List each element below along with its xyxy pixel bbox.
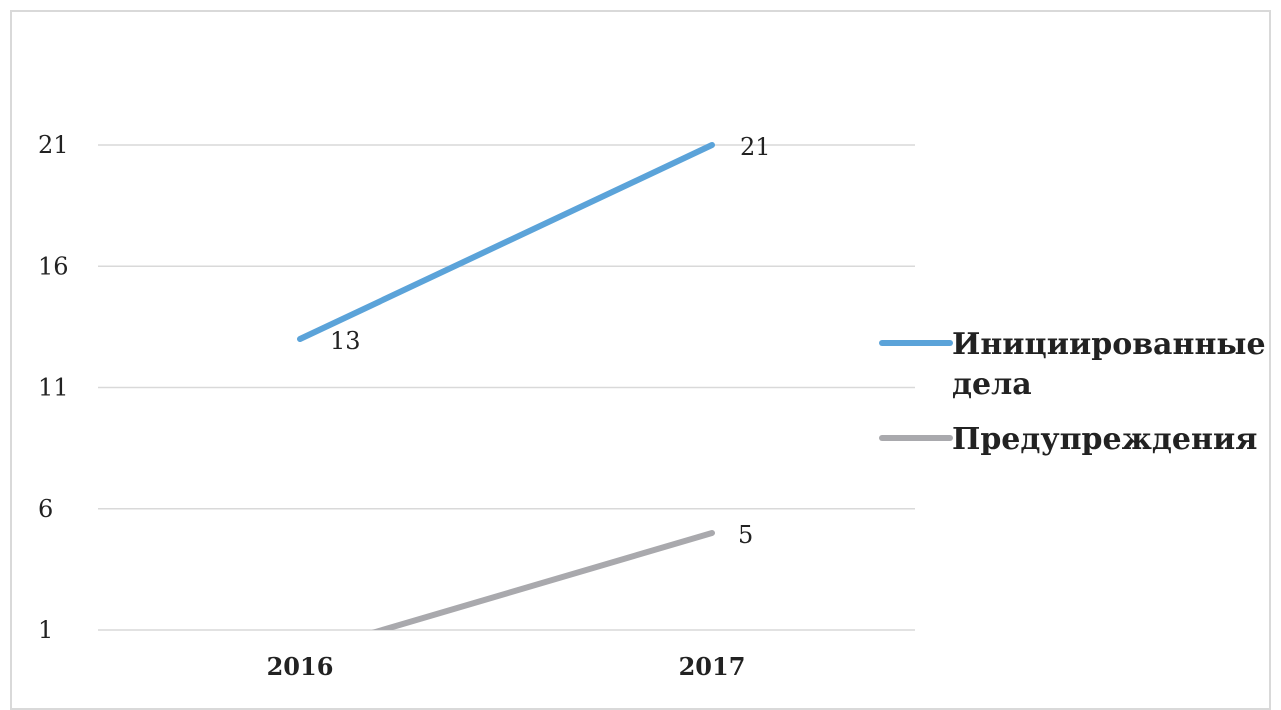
data-label: 5	[738, 521, 753, 549]
x-axis-ticks: 2016 2017	[267, 652, 746, 681]
series-lines	[297, 142, 715, 630]
x-tick-label: 2017	[679, 652, 746, 681]
data-label: 21	[740, 133, 771, 161]
legend-label: Инициированные	[952, 327, 1266, 362]
chart-frame	[10, 10, 1271, 710]
y-tick-label: 1	[38, 616, 53, 644]
legend: Инициированные дела Предупреждения	[879, 327, 1266, 457]
data-labels: 13 21 5	[330, 133, 771, 549]
series-line-initiated-cases	[297, 142, 715, 342]
y-tick-label: 21	[38, 131, 69, 159]
x-tick-label: 2016	[267, 652, 334, 681]
y-tick-label: 16	[38, 252, 69, 280]
y-tick-label: 6	[38, 495, 53, 523]
gridlines	[98, 144, 915, 631]
y-axis-ticks: 1 6 11 16 21	[38, 131, 69, 644]
series-line-warnings	[371, 530, 715, 630]
legend-label: дела	[952, 367, 1032, 402]
y-tick-label: 11	[38, 374, 69, 402]
legend-label: Предупреждения	[952, 422, 1257, 457]
data-label: 13	[330, 327, 361, 355]
